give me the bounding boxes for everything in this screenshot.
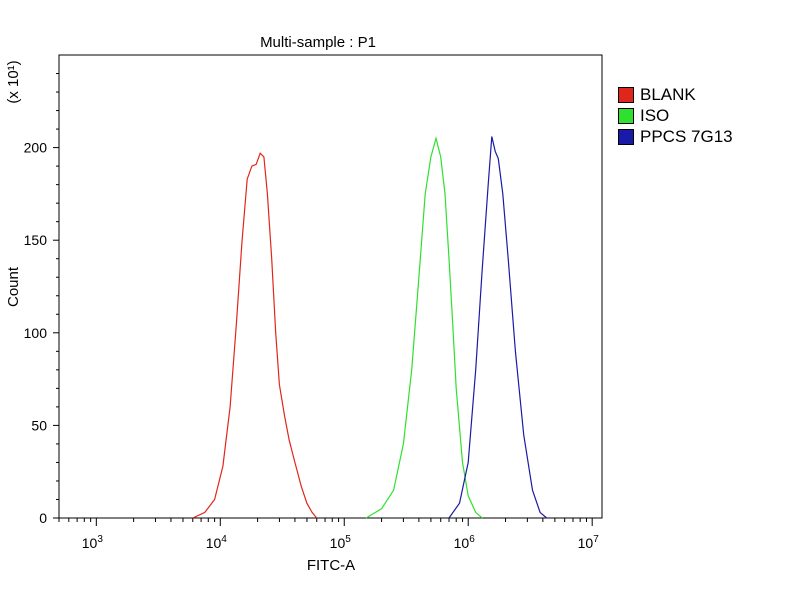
x-tick-label: 103 — [82, 534, 104, 551]
legend-label: BLANK — [640, 84, 696, 104]
y-axis-label: Count — [5, 266, 22, 307]
x-tick-label: 105 — [330, 534, 352, 551]
legend-item: BLANK — [618, 84, 733, 105]
plot-area — [58, 54, 603, 519]
y-tick-label: 100 — [24, 325, 48, 341]
series-line-iso — [365, 135, 483, 519]
legend-item: ISO — [618, 105, 733, 126]
y-tick-label: 200 — [24, 140, 48, 156]
y-tick-label: 150 — [24, 232, 48, 248]
series-line-blank — [192, 152, 318, 519]
legend-label: PPCS 7G13 — [640, 126, 733, 146]
series-line-ppcs-7g13 — [448, 136, 548, 519]
x-tick-label: 107 — [578, 534, 600, 551]
legend-item: PPCS 7G13 — [618, 126, 733, 147]
legend-swatch — [618, 86, 634, 103]
y-multiplier-label: (x 10¹) — [5, 60, 22, 103]
x-tick-label: 104 — [206, 534, 228, 551]
y-tick-label: 0 — [39, 510, 47, 526]
legend-swatch — [618, 128, 634, 145]
series-lines — [192, 135, 548, 519]
x-axis: 103 104 105 106 107 — [58, 518, 600, 551]
legend-label: ISO — [640, 105, 670, 125]
chart-title: Multi-sample : P1 — [260, 34, 376, 51]
legend: BLANK ISO PPCS 7G13 — [618, 84, 733, 147]
y-tick-label: 50 — [31, 417, 47, 433]
legend-swatch — [618, 107, 634, 124]
y-axis: 0 50 100 150 200 — [24, 73, 59, 526]
x-axis-label: FITC-A — [307, 557, 355, 574]
x-tick-label: 106 — [454, 534, 476, 551]
